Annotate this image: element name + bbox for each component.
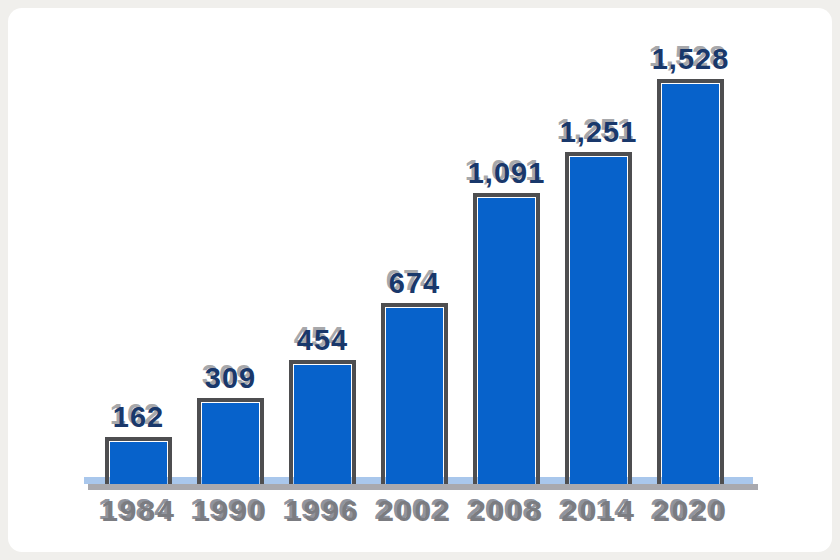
bar-2020 <box>662 84 719 484</box>
x-axis-tick-label: 2020 <box>621 494 761 528</box>
bar-value-label: 162 <box>69 400 209 434</box>
bar-value-label: 1,251 <box>529 115 669 149</box>
x-axis-line <box>88 484 758 490</box>
bar-1996 <box>294 365 351 484</box>
bar-2002 <box>386 308 443 484</box>
chart-canvas: 16219843091990454199667420021,09120081,2… <box>8 8 832 552</box>
bar-value-label: 454 <box>253 323 393 357</box>
bar-value-label: 1,528 <box>621 42 761 76</box>
bar-chart: 16219843091990454199667420021,09120081,2… <box>8 8 832 552</box>
bar-1990 <box>202 403 259 484</box>
page-background: 16219843091990454199667420021,09120081,2… <box>0 0 840 560</box>
bar-2008 <box>478 198 535 484</box>
bar-value-label: 309 <box>161 361 301 395</box>
bar-2014 <box>570 157 627 484</box>
bar-value-label: 1,091 <box>437 156 577 190</box>
bar-value-label: 674 <box>345 266 485 300</box>
bar-1984 <box>110 442 167 484</box>
